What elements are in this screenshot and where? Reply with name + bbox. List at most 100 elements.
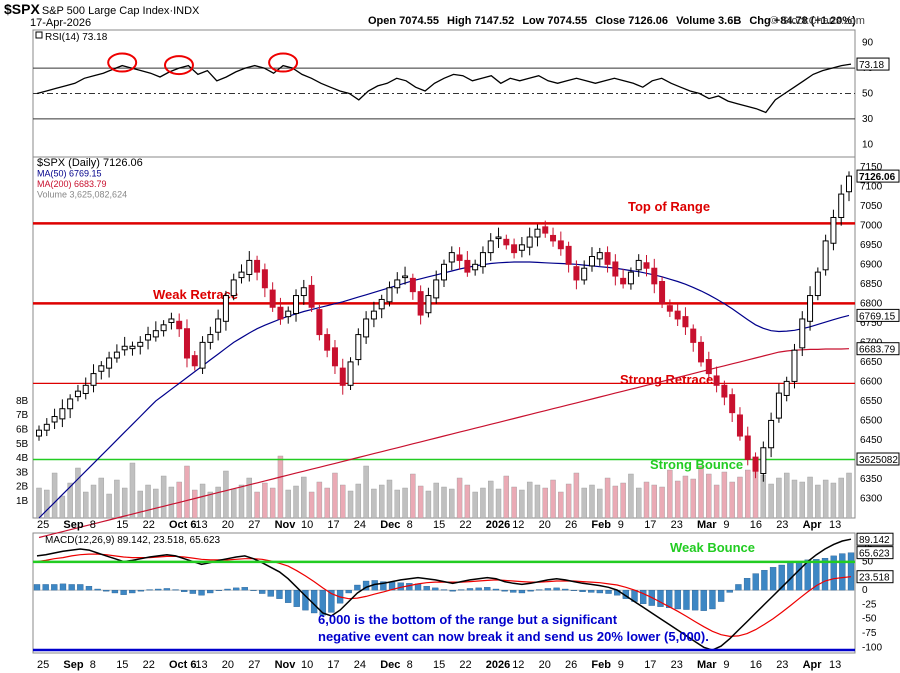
price-tick-label: 6750 (860, 318, 883, 329)
macd-value-label: 89.142 (859, 535, 890, 546)
macd-x-axis-label: 23 (671, 659, 683, 671)
ma200-line (38, 348, 850, 539)
volume-bar (822, 479, 829, 519)
volume-bar (83, 491, 89, 519)
macd-histogram-bar (432, 587, 439, 591)
candle-body (627, 271, 634, 285)
volume-bar (386, 479, 393, 519)
x-axis-label: 9 (618, 519, 624, 531)
candle-body (581, 267, 588, 281)
macd-x-axis-label: 2026 (486, 659, 510, 671)
weak-bounce-label: Weak Bounce (670, 540, 755, 555)
volume-bar (67, 482, 73, 519)
volume-bar (254, 491, 260, 519)
macd-histogram-bar (475, 587, 482, 591)
rsi-tick-label: 10 (862, 139, 874, 150)
macd-histogram-bar (233, 587, 240, 591)
candle-body (768, 419, 775, 449)
volume-bar (737, 476, 743, 519)
volume-bar (846, 472, 852, 519)
macd-histogram-bar (103, 589, 110, 592)
macd-histogram-bar (155, 588, 162, 591)
macd-x-axis-label: 17 (644, 659, 656, 671)
x-axis-label: Nov (275, 519, 297, 531)
volume-bar (277, 455, 284, 519)
x-axis-label: Mar (697, 519, 717, 531)
volume-bar (269, 487, 276, 519)
volume-bar (168, 486, 175, 519)
x-axis-label: 22 (459, 519, 471, 531)
volume-bar (628, 473, 634, 519)
candle-body (799, 318, 806, 349)
volume-bar (184, 465, 190, 519)
macd-histogram-bar (42, 584, 49, 591)
candle-body (277, 306, 284, 320)
volume-tick-label: 2B (16, 482, 29, 493)
volume-bar (799, 481, 805, 519)
macd-histogram-bar (51, 584, 58, 591)
macd-x-axis-label: 16 (750, 659, 762, 671)
candle-body (503, 238, 510, 246)
x-axis-label: 17 (644, 519, 656, 531)
candle-body (246, 259, 253, 275)
macd-x-axis-label: Mar (697, 659, 717, 671)
candle-body (557, 240, 564, 250)
candle-body (573, 266, 580, 281)
volume-bar (745, 469, 751, 519)
macd-x-axis-label: 9 (618, 659, 624, 671)
volume-bar (643, 481, 650, 519)
candle-body (222, 295, 229, 322)
macd-histogram-bar (33, 584, 41, 591)
macd-histogram-bar (198, 589, 205, 596)
candle-body (433, 279, 440, 299)
candle-body (36, 429, 42, 437)
candle-body (316, 309, 323, 336)
macd-histogram-bar (769, 567, 777, 591)
x-axis-label: 20 (539, 519, 551, 531)
x-axis-label: 25 (37, 519, 49, 531)
candle-body (526, 236, 533, 248)
candle-body (168, 318, 175, 323)
macd-x-axis-label: 26 (565, 659, 577, 671)
candle-body (90, 373, 97, 386)
volume-bar (231, 488, 237, 519)
volume-bar (316, 481, 323, 519)
macd-x-axis-label: 13 (829, 659, 841, 671)
volume-bar (378, 484, 385, 519)
volume-bar (597, 488, 603, 519)
macd-histogram-bar (207, 589, 214, 594)
volume-bar (636, 487, 642, 519)
volume-value: Volume 3.6B (676, 15, 742, 27)
x-axis-label: 23 (776, 519, 788, 531)
macd-panel-frame (32, 532, 856, 654)
macd-histogram-bar (250, 589, 257, 591)
x-axis-label: Oct 6 (169, 519, 197, 531)
volume-bar (651, 484, 657, 519)
rsi-legend-swatch (35, 31, 43, 39)
x-axis-label: 13 (829, 519, 841, 531)
macd-histogram-bar (830, 555, 837, 591)
macd-histogram-bar (284, 589, 292, 603)
macd-tick-label: -75 (862, 628, 877, 639)
rsi-legend (35, 31, 43, 39)
macd-x-axis-label: 10 (301, 659, 313, 671)
macd-histogram-bar (172, 589, 179, 591)
candle-body (308, 284, 315, 308)
price-tag-box (856, 452, 900, 466)
volume-bar (674, 480, 681, 519)
macd-value-box (856, 570, 894, 584)
volume-bar (550, 479, 556, 519)
volume-bar (838, 477, 844, 519)
candle-body (129, 345, 136, 350)
volume-bar (464, 484, 471, 519)
macd-histogram-bar (596, 589, 604, 594)
volume-bar (160, 475, 167, 519)
candle-body (254, 259, 261, 273)
candle-body (550, 234, 557, 242)
candle-body (370, 310, 377, 320)
price-tag-label: 6769.15 (859, 311, 896, 322)
macd-histogram-bar (423, 585, 430, 591)
macd-histogram-bar (726, 589, 733, 593)
volume-tick-label: 3B (16, 467, 29, 478)
candle-body (690, 328, 697, 343)
